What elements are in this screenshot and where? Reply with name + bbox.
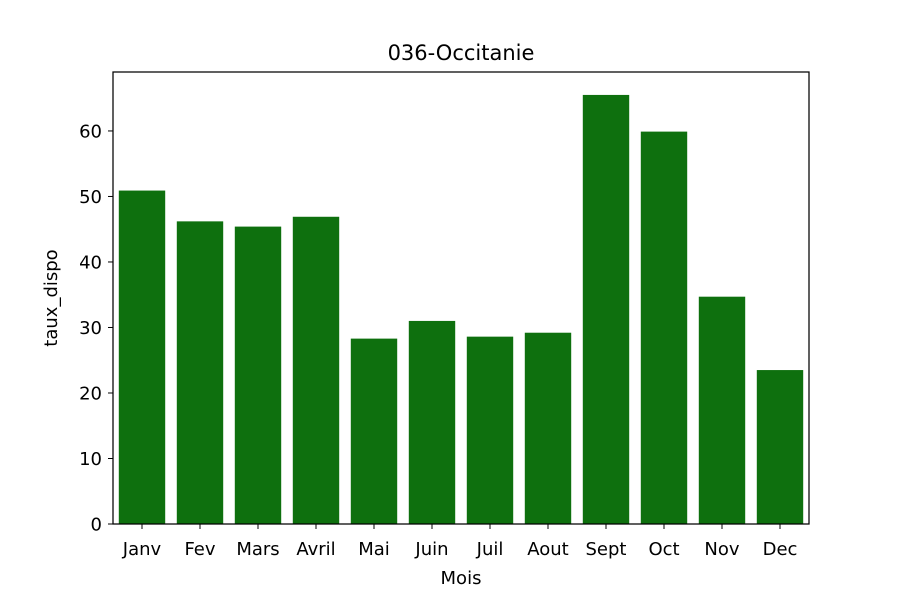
- x-tick-label: Mai: [358, 539, 390, 560]
- x-tick-label: Juil: [476, 539, 504, 560]
- y-axis-ticks: 0 10 20 30 40 50 60: [79, 121, 113, 536]
- x-tick-label: Aout: [527, 539, 568, 560]
- bars-group: [118, 94, 804, 525]
- y-tick-label: 20: [79, 383, 102, 404]
- bar-mars: [234, 226, 282, 524]
- x-tick-label: Juin: [414, 539, 448, 560]
- bar-dec: [756, 370, 804, 524]
- y-tick-label: 60: [79, 121, 102, 142]
- x-tick-label: Oct: [648, 539, 679, 560]
- y-axis-label: taux_dispo: [41, 249, 62, 346]
- x-tick-label: Mars: [236, 539, 279, 560]
- y-tick-label: 50: [79, 187, 102, 208]
- bar-juin: [408, 320, 456, 524]
- bar-mai: [350, 338, 398, 524]
- x-tick-label: Dec: [763, 539, 798, 560]
- x-tick-label: Fev: [184, 539, 215, 560]
- x-axis-label: Mois: [441, 568, 482, 589]
- bar-juil: [466, 336, 514, 524]
- bar-avril: [292, 216, 340, 525]
- bar-fev: [176, 221, 224, 525]
- bar-janv: [118, 190, 166, 524]
- bar-oct: [640, 131, 688, 525]
- y-tick-label: 40: [79, 252, 102, 273]
- bar-sept: [582, 94, 630, 524]
- x-tick-label: Nov: [704, 539, 739, 560]
- chart-title: 036-Occitanie: [388, 41, 535, 65]
- x-tick-label: Avril: [296, 539, 335, 560]
- x-tick-label: Janv: [122, 539, 162, 560]
- y-tick-label: 30: [79, 318, 102, 339]
- bar-aout: [524, 332, 572, 524]
- bar-nov: [698, 296, 746, 524]
- x-tick-label: Sept: [586, 539, 627, 560]
- x-axis-ticks: Janv Fev Mars Avril Mai Juin Juil Aout Sept Oct No…: [122, 524, 798, 560]
- plot-frame: [112, 71, 810, 525]
- y-tick-label: 0: [91, 515, 102, 536]
- y-tick-label: 10: [79, 449, 102, 470]
